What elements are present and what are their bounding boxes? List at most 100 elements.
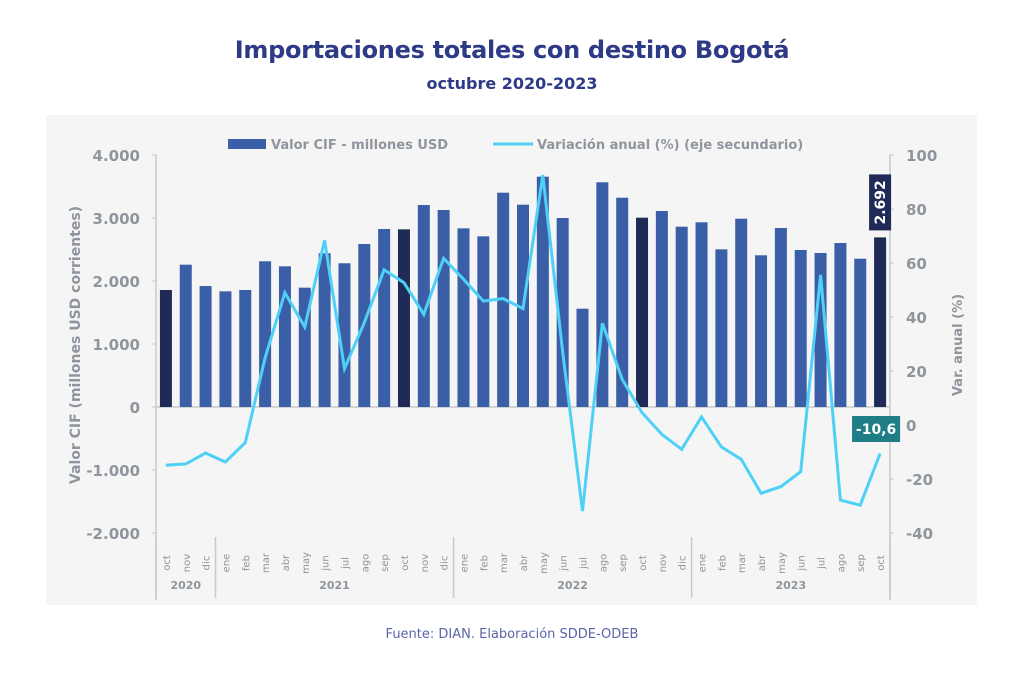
y-tick-label: -2.000 [86,525,140,543]
bar-abr [755,255,768,407]
y2-tick-label: 40 [906,309,927,327]
bar-oct [636,217,649,407]
year-label-2020: 2020 [170,579,201,592]
legend-bar-label: Valor CIF - millones USD [271,138,448,153]
x-tick-label: ago [360,554,371,573]
x-tick-label: jun [559,555,570,571]
y2-tick-label: 100 [906,147,937,165]
x-tick-label: jun [321,555,332,571]
bar-feb [239,290,252,407]
x-tick-label: sep [856,554,867,572]
bar-series [159,176,887,407]
bar-oct [159,290,172,407]
bar-oct [874,237,887,407]
x-tick-label: mar [261,552,272,573]
x-tick-label: may [777,552,788,574]
bar-sep [854,258,867,407]
annotations: 2.692 -10,6 [852,174,901,442]
y2-tick-label: 80 [906,201,927,219]
x-tick-label: oct [876,555,887,571]
bar-dic [675,226,688,407]
x-tick-label: dic [202,556,213,571]
bar-jun [318,253,331,407]
bar-nov [655,211,668,407]
x-tick-label: feb [479,555,490,571]
x-tick-label: jun [797,555,808,571]
x-tick-label: oct [400,555,411,571]
chart-title: Importaciones totales con destino Bogotá [234,36,790,64]
line-value-label-bg [852,416,901,442]
legend: Valor CIF - millones USD Variación anual… [228,138,803,153]
bar-feb [715,249,728,407]
y2-tick-label: -20 [906,471,933,489]
year-label-2021: 2021 [319,579,350,592]
bar-dic [437,209,450,407]
bar-abr [278,266,291,407]
y-tick-label: 4.000 [93,147,140,165]
x-tick-label: jul [340,557,351,570]
x-tick-label: ene [698,554,709,573]
variation-line [165,174,882,512]
x-axis-labels: oct nov dic ene feb mar abr may jun jul ago sep oct n… [155,537,891,598]
bar-value-label: 2.692 [873,180,889,224]
bar-ago [834,243,847,407]
x-tick-label: dic [678,556,689,571]
x-tick-label: oct [162,555,173,571]
y2-tick-label: 0 [906,417,916,435]
x-tick-label: dic [440,556,451,571]
x-tick-label: nov [658,554,669,572]
bar-ene [695,222,708,407]
bar-may [774,228,787,407]
y-tick-label: 2.000 [93,273,140,291]
x-tick-label: nov [182,554,193,572]
y2-tick-label: 20 [906,363,927,381]
x-tick-label: abr [757,554,768,571]
y-axis-label: Valor CIF (millones USD corrientes) [68,206,84,484]
x-tick-label: jul [579,557,590,570]
bar-nov [417,205,430,407]
bar-sep [616,197,629,407]
x-tick-label: ago [598,554,609,573]
legend-line-label: Variación anual (%) (eje secundario) [537,138,803,153]
x-tick-label: sep [618,554,629,572]
year-label-2023: 2023 [775,579,806,592]
x-tick-label: abr [281,554,292,571]
bar-sep [378,229,391,407]
chart-subtitle: octubre 2020-2023 [426,74,598,93]
bar-nov [179,264,192,407]
x-tick-label: ago [836,554,847,573]
bar-may [536,176,549,407]
bar-jul [576,308,589,407]
y-tick-label: 3.000 [93,210,140,228]
x-tick-label: feb [241,555,252,571]
bar-ene [457,228,470,407]
bar-feb [477,236,490,407]
x-tick-label: may [539,552,550,574]
bar-ene [219,291,232,407]
x-tick-label: oct [638,555,649,571]
x-tick-label: mar [499,552,510,573]
x-tick-label: feb [717,555,728,571]
legend-bar-swatch [228,139,266,149]
y-tick-label: 0 [130,399,140,417]
bar-jun [556,218,569,407]
line-series [165,174,882,512]
bar-oct [397,229,410,407]
bar-jul [338,263,351,407]
source-note: Fuente: DIAN. Elaboración SDDE-ODEB [385,627,639,642]
x-tick-label: abr [519,554,530,571]
line-value-label: -10,6 [856,422,896,438]
y2-tick-label: 60 [906,255,927,273]
bar-value-label-bg [869,174,892,231]
bar-mar [259,261,272,407]
x-tick-label: ene [221,554,232,573]
y2-axis-label: Var. anual (%) [951,294,966,396]
y-tick-label: -1.000 [86,462,140,480]
bar-mar [735,218,748,407]
y-tick-label: 1.000 [93,336,140,354]
x-tick-label: nov [420,554,431,572]
x-tick-label: mar [737,552,748,573]
x-tick-label: sep [380,554,391,572]
x-tick-label: may [301,552,312,574]
